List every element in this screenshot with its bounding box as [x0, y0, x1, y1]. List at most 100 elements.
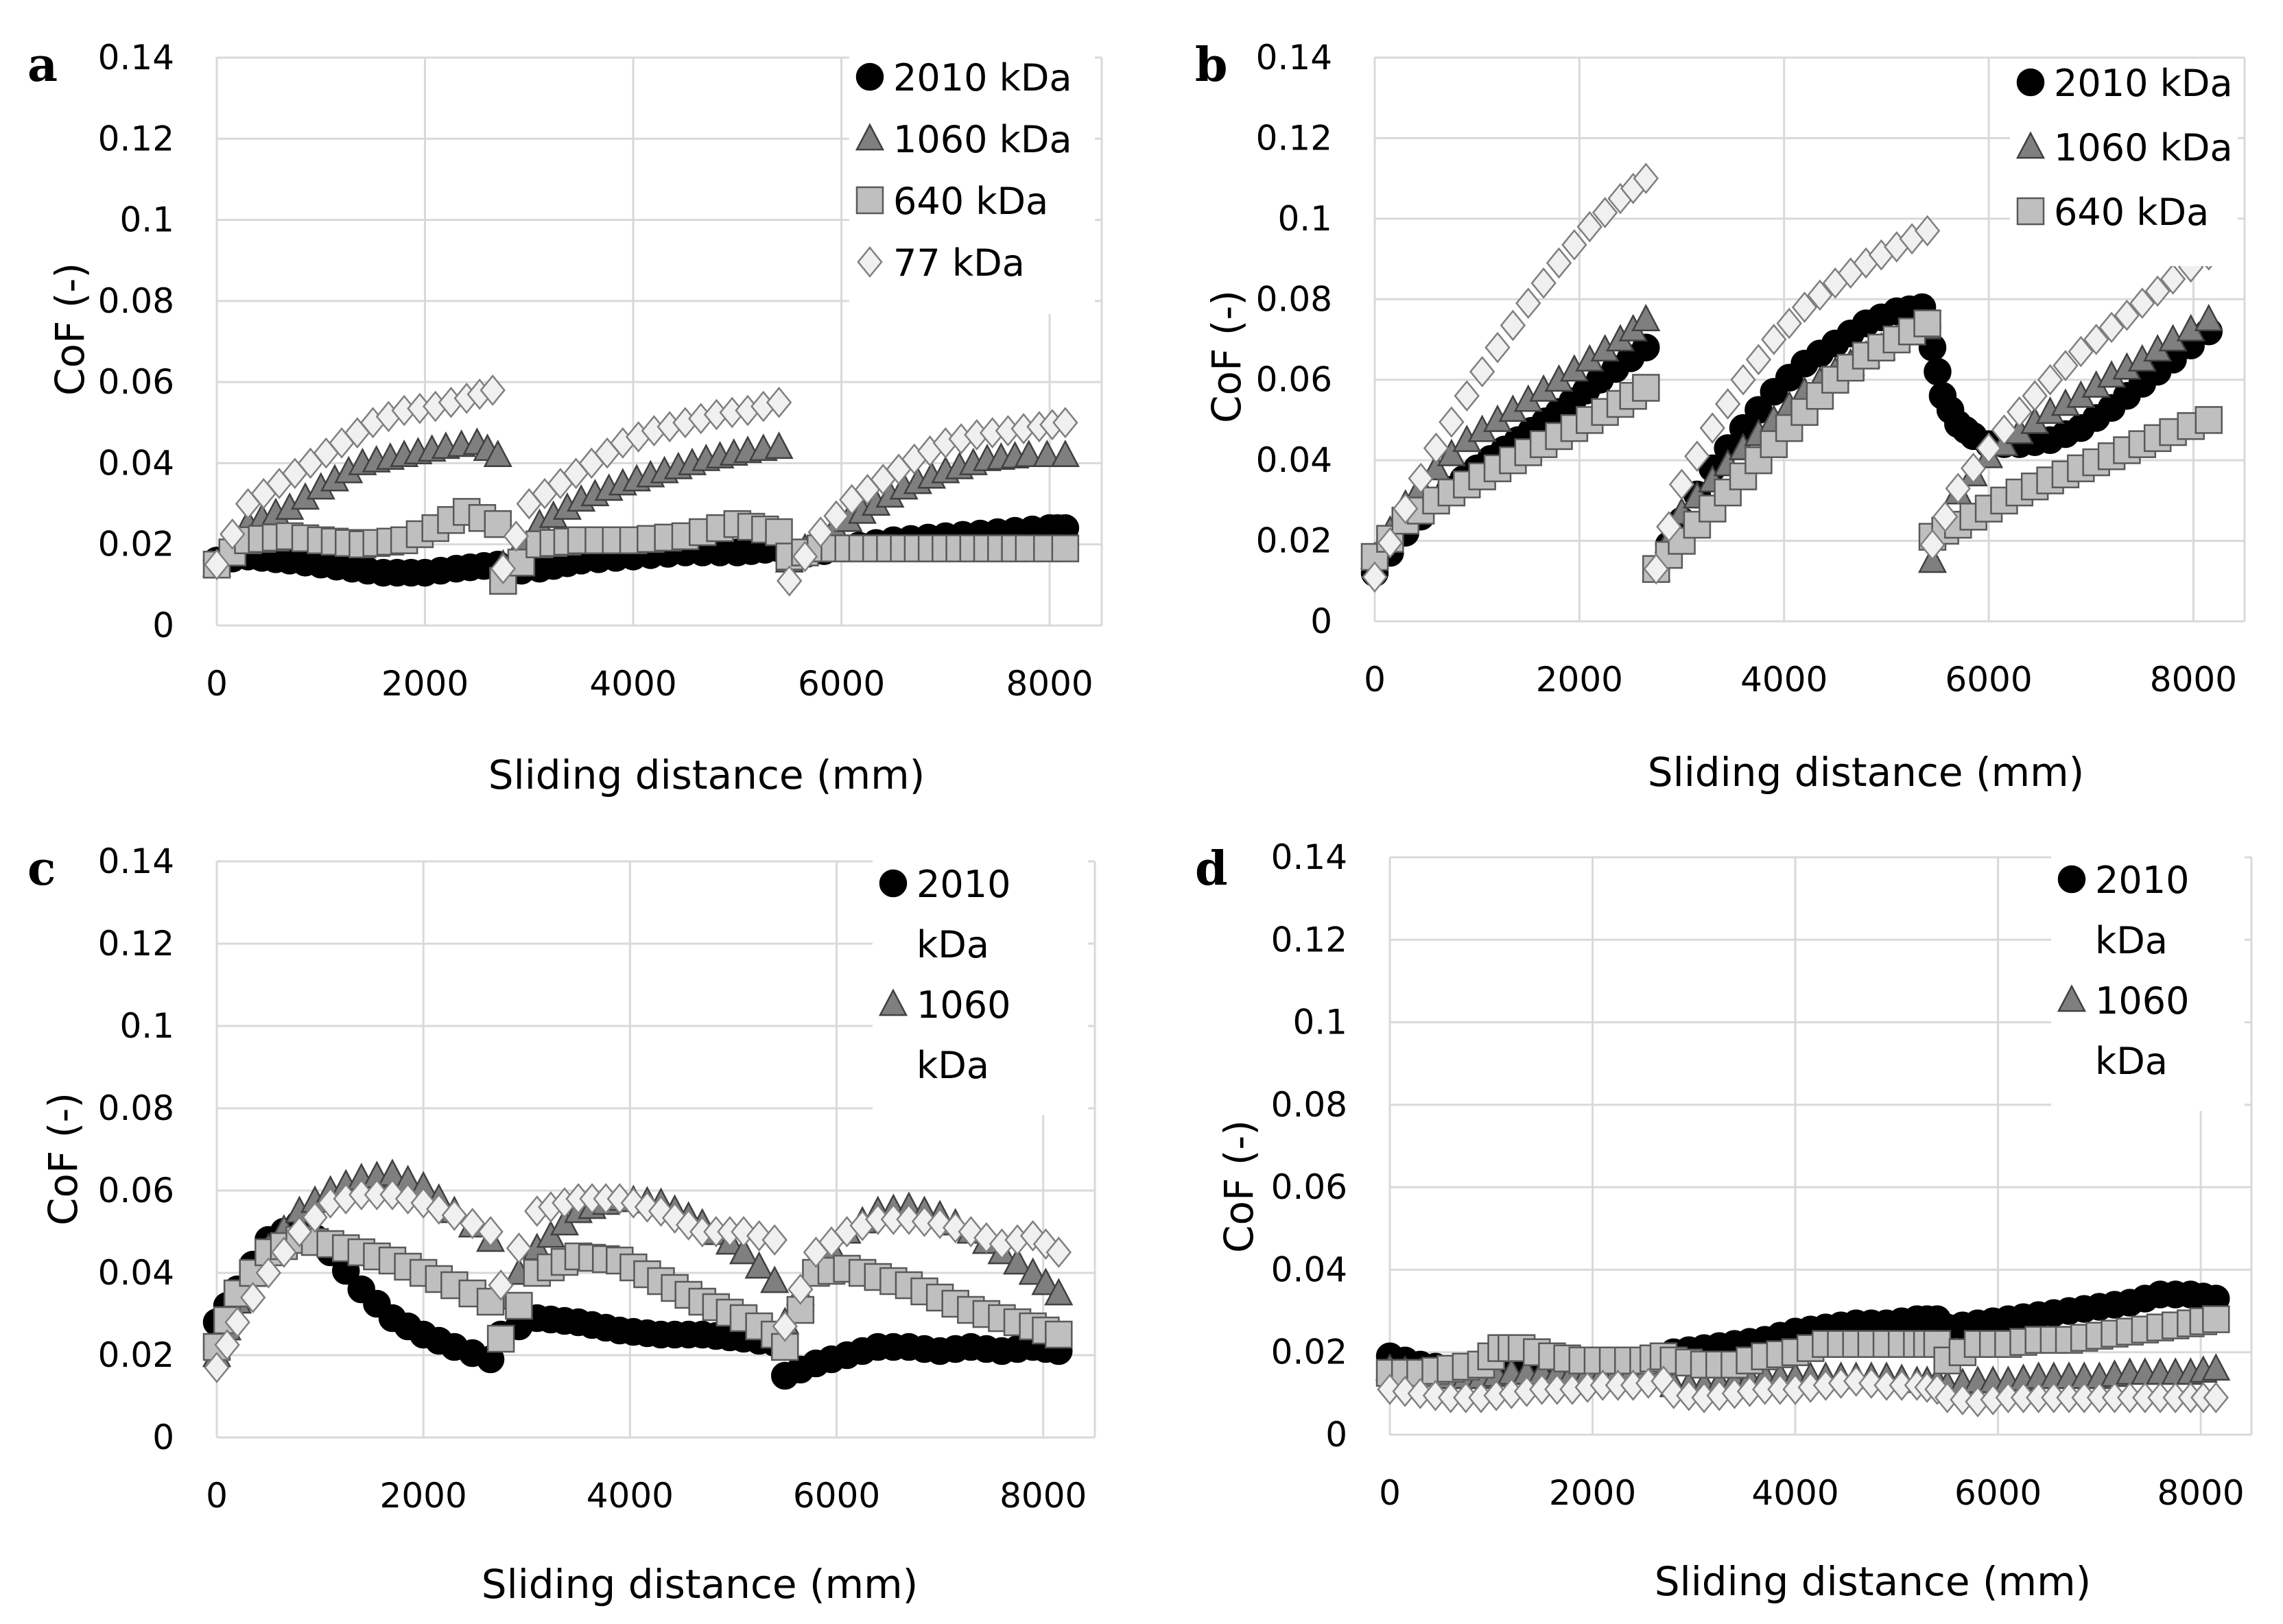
- x-tick-label: 4000: [1740, 660, 1827, 700]
- legend: 2010 kDa 1060 kDa 640 kDa 77 kDa: [849, 53, 1095, 314]
- legend-marker: [2016, 68, 2045, 97]
- data-point: [224, 1306, 250, 1338]
- data-point: [1014, 439, 1043, 467]
- data-point: [490, 553, 517, 585]
- x-tick-label: 6000: [793, 1476, 880, 1516]
- x-tick-label: 8000: [1006, 664, 1093, 704]
- y-tick-label: 0.04: [98, 1253, 174, 1293]
- data-point: [1002, 1247, 1032, 1275]
- legend-label: 640 kDa: [2054, 191, 2209, 234]
- x-axis-label-d: Sliding distance (mm): [1655, 1558, 2091, 1605]
- legend: 2010 kDa 1060 kDa: [873, 860, 1088, 1115]
- y-axis-label-a: CoF (-): [47, 263, 93, 396]
- x-tick-label: 4000: [587, 1476, 674, 1516]
- data-point: [286, 1216, 313, 1247]
- data-point: [459, 1208, 486, 1239]
- panel-a: a 0 0.02 0.04 0.06 0.08 0.1 0.12 0.14 0 2000 4000 6…: [27, 38, 1103, 798]
- plot-area-d: 0 0.02 0.04 0.06 0.08 0.1 0.12 0.14 0 2000 4000 600…: [1271, 837, 2253, 1513]
- data-point: [1976, 432, 2002, 464]
- legend-marker: [879, 869, 908, 898]
- data-point: [1500, 309, 1526, 342]
- data-point: [1932, 501, 1959, 533]
- legend-marker: [855, 62, 884, 91]
- y-tick-label: 0.1: [119, 1006, 174, 1046]
- data-point: [1714, 388, 1741, 420]
- data-point: [1044, 1278, 1074, 1306]
- y-tick-label: 0.04: [1271, 1250, 1347, 1289]
- y-tick-label: 0.1: [1277, 199, 1332, 239]
- data-point: [1484, 331, 1511, 363]
- data-point: [1776, 307, 1802, 339]
- data-point: [1576, 211, 1602, 243]
- data-point: [760, 1265, 790, 1293]
- series-77-kDa: [1362, 163, 2222, 593]
- data-point: [911, 1206, 938, 1237]
- legend-background: [849, 53, 1095, 314]
- data-point: [1991, 414, 2018, 446]
- data-point: [1656, 511, 1682, 542]
- data-point: [973, 1222, 999, 1254]
- data-point: [1421, 453, 1451, 481]
- data-point: [1408, 462, 1434, 494]
- y-tick-label: 0.12: [1256, 118, 1332, 158]
- legend-label: kDa: [2095, 1040, 2168, 1083]
- y-tick-label: 0.06: [98, 1171, 174, 1210]
- legend-label: 2010: [916, 863, 1010, 906]
- legend-label: 1060: [916, 983, 1010, 1027]
- y-tick-label: 0.1: [1292, 1003, 1347, 1042]
- data-point: [1643, 553, 1669, 585]
- y-tick-label: 0.08: [1271, 1085, 1347, 1125]
- data-point: [1439, 406, 1465, 438]
- panel-letter-d: d: [1195, 841, 1228, 896]
- y-axis-label-c: CoF (-): [40, 1092, 86, 1226]
- x-tick-label: 8000: [2150, 660, 2237, 700]
- legend-label: 1060 kDa: [893, 118, 1072, 161]
- gridlines: [1373, 56, 2246, 623]
- legend-marker: [2057, 865, 2086, 894]
- data-point: [1729, 462, 1758, 490]
- x-tick-label: 4000: [589, 664, 676, 704]
- y-tick-label: 0.14: [98, 38, 174, 77]
- x-tick-label: 8000: [999, 1476, 1087, 1516]
- data-point: [792, 540, 818, 573]
- data-point: [788, 1274, 814, 1305]
- data-point: [1045, 1320, 1073, 1349]
- data-point: [766, 386, 792, 418]
- x-axis-label-b: Sliding distance (mm): [1648, 749, 2084, 796]
- panel-b: b 0 0.02 0.04 0.06 0.08 0.1 0.12 0.14 0 2000 4000 6…: [1195, 38, 2246, 796]
- data-point: [2022, 380, 2048, 412]
- x-tick-label: 2000: [380, 1476, 467, 1516]
- data-point: [2114, 299, 2140, 331]
- data-point: [2129, 287, 2155, 320]
- data-point: [1018, 1257, 1048, 1285]
- data-point: [1422, 1379, 1449, 1411]
- data-point: [1950, 1384, 1976, 1416]
- data-point: [1592, 197, 1618, 228]
- data-point: [1632, 374, 1660, 402]
- legend: 2010 kDa 1060 kDa: [2051, 856, 2245, 1111]
- y-tick-label: 0.14: [1256, 38, 1332, 77]
- data-point: [204, 1352, 230, 1383]
- x-tick-label: 8000: [2157, 1473, 2244, 1513]
- data-point: [477, 1216, 504, 1247]
- legend: 2010 kDa 1060 kDa 640 kDa: [2010, 59, 2238, 266]
- series-77-kDa: [1377, 1365, 2229, 1418]
- y-tick-label: 0.14: [98, 841, 174, 881]
- legend-label: kDa: [916, 1044, 989, 1087]
- data-point: [1393, 492, 1419, 525]
- legend-marker: [2057, 984, 2087, 1012]
- x-tick-label: 0: [1379, 1473, 1401, 1513]
- data-point: [255, 1257, 282, 1289]
- data-point: [2007, 396, 2033, 428]
- data-point: [1423, 432, 1450, 464]
- y-axis-label-b: CoF (-): [1203, 290, 1250, 423]
- data-point: [2202, 1305, 2230, 1333]
- data-point: [1761, 324, 1787, 355]
- y-axis-label-d: CoF (-): [1216, 1120, 1262, 1253]
- data-point: [441, 1199, 468, 1231]
- plot-area-a: 0 0.02 0.04 0.06 0.08 0.1 0.12 0.14 0 2000 4000 600…: [98, 38, 1103, 704]
- data-point: [729, 1237, 759, 1265]
- legend-label: 77 kDa: [893, 241, 1025, 285]
- legend-marker: [857, 246, 883, 278]
